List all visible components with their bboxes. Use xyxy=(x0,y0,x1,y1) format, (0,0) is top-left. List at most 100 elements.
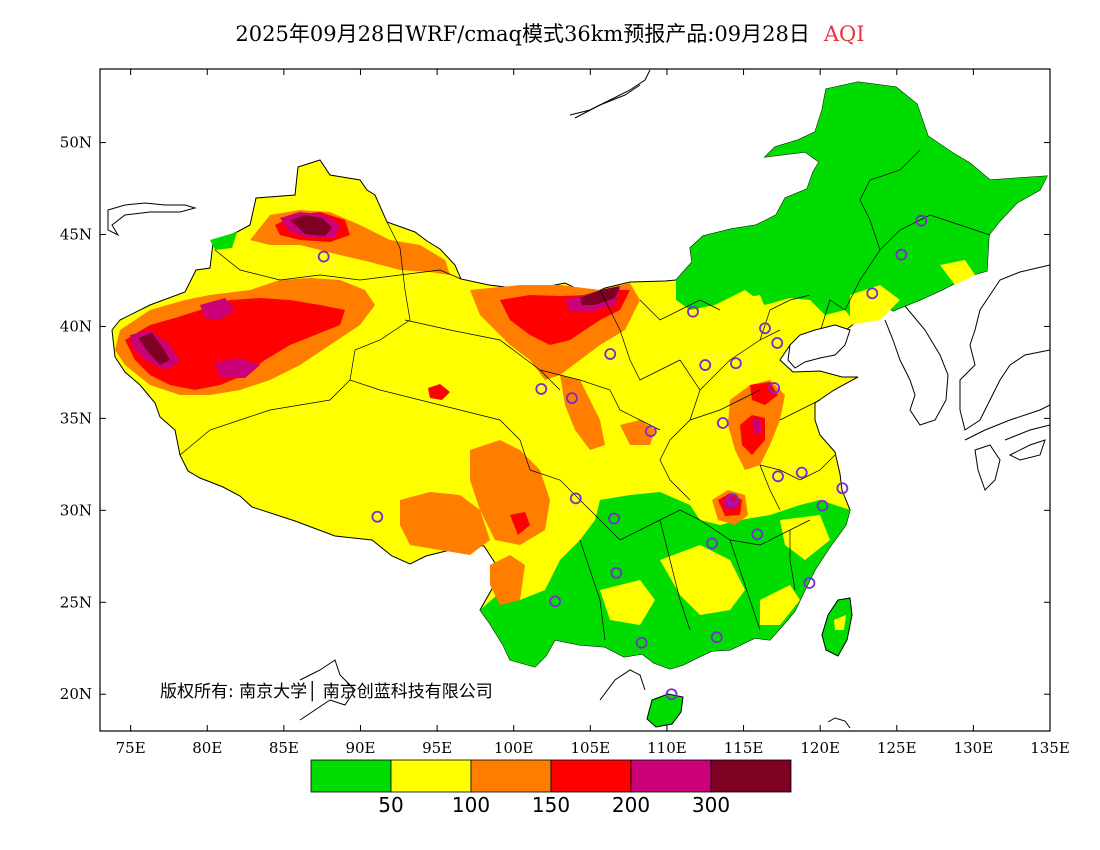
y-tick-label: 35N xyxy=(60,409,92,427)
aqi-yellow-ne-1 xyxy=(850,285,900,325)
map-title: 2025年09月28日WRF/cmaq模式36km预报产品:09月28日 AQI xyxy=(0,18,1100,48)
station-marker xyxy=(535,383,548,395)
x-tick-label: 85E xyxy=(269,739,299,757)
x-tick-label: 90E xyxy=(345,739,375,757)
colorbar-swatch xyxy=(470,759,552,793)
aqi-green-south xyxy=(480,492,850,669)
station-marker xyxy=(710,631,723,644)
x-tick-label: 105E xyxy=(571,739,611,757)
colorbar-label: 150 xyxy=(532,793,570,817)
station-marker xyxy=(751,528,764,541)
x-tick-label: 100E xyxy=(494,739,534,757)
x-tick-label: 115E xyxy=(724,739,764,757)
station-marker xyxy=(371,510,384,523)
station-marker xyxy=(795,466,808,479)
colorbar-label: 200 xyxy=(612,793,650,817)
hainan-island xyxy=(646,693,684,728)
station-marker xyxy=(610,566,623,579)
aqi-orange-tibet-south xyxy=(400,492,490,555)
aqi-orange-sichuan xyxy=(490,555,525,605)
station-marker xyxy=(608,512,620,525)
map-content xyxy=(100,69,1050,731)
aqi-maroon-junggar xyxy=(290,215,332,236)
station-marker xyxy=(687,305,699,318)
colorbar-swatch xyxy=(390,759,472,793)
aqi-purple-henan xyxy=(752,418,762,434)
y-tick-label: 50N xyxy=(60,134,92,152)
y-tick-label: 30N xyxy=(60,501,92,519)
colorbar-label: 50 xyxy=(378,793,403,817)
station-marker xyxy=(895,248,908,261)
x-tick-label: 135E xyxy=(1030,739,1070,757)
aqi-red-tarim xyxy=(125,298,345,390)
colorbar-swatch xyxy=(630,759,712,793)
y-tick-label: 45N xyxy=(60,226,92,244)
aqi-purple-tarim-3 xyxy=(215,358,260,378)
aqi-yellow-ne-3 xyxy=(730,295,770,325)
title-variable: AQI xyxy=(823,22,865,46)
station-markers xyxy=(317,214,928,701)
taiwan-south xyxy=(834,615,846,630)
y-tick-label: 40N xyxy=(60,317,92,335)
x-tick-label: 110E xyxy=(647,739,687,757)
y-axis: 20N 25N 30N 35N 40N 45N 50N xyxy=(60,134,1050,703)
station-marker xyxy=(317,250,330,263)
station-marker xyxy=(699,359,712,371)
aqi-yellow-south-3 xyxy=(600,580,655,625)
colorbar: 50 100 150 200 300 xyxy=(310,759,792,817)
station-marker xyxy=(729,357,742,370)
colorbar-swatch xyxy=(710,759,792,793)
station-marker xyxy=(604,348,617,360)
aqi-red-sichuan xyxy=(510,512,530,535)
y-tick-label: 25N xyxy=(60,593,92,611)
map-frame xyxy=(99,68,1051,732)
station-marker xyxy=(726,493,739,506)
aqi-yellow-south-1 xyxy=(660,545,745,615)
aqi-yellow-south-4 xyxy=(780,515,830,560)
aqi-purple-tarim-2 xyxy=(200,298,235,320)
station-marker xyxy=(644,425,657,438)
station-marker xyxy=(772,470,784,483)
aqi-red-shandong xyxy=(750,382,778,405)
station-marker xyxy=(803,577,816,589)
x-tick-label: 75E xyxy=(116,739,146,757)
aqi-yellow-ne-2 xyxy=(940,260,975,285)
y-tick-label: 20N xyxy=(60,685,92,703)
bohai-coast xyxy=(787,324,851,369)
x-tick-label: 80E xyxy=(192,739,222,757)
station-marker xyxy=(866,287,879,300)
station-marker xyxy=(665,688,678,701)
aqi-red-qaidam xyxy=(428,384,450,400)
station-marker xyxy=(635,636,648,649)
station-marker xyxy=(836,482,849,495)
station-marker xyxy=(759,322,771,335)
aqi-green-tibet-edge xyxy=(210,232,237,250)
aqi-yellow-south-2 xyxy=(760,585,800,625)
station-marker xyxy=(569,492,582,505)
station-marker xyxy=(549,595,561,608)
station-marker xyxy=(816,499,829,512)
station-marker xyxy=(771,337,784,349)
copyright-text: 版权所有: 南京大学│ 南京创蓝科技有限公司 xyxy=(160,681,493,702)
x-tick-label: 125E xyxy=(877,739,917,757)
colorbar-label: 300 xyxy=(692,793,730,817)
colorbar-label: 100 xyxy=(452,793,490,817)
neighbor-coastlines xyxy=(107,69,1050,729)
station-marker xyxy=(716,417,729,429)
station-marker xyxy=(566,392,578,405)
x-axis: 75E 80E 85E 90E 95E 100E 105E 110E 115E 120E 125E 1… xyxy=(116,69,1070,757)
colorbar-swatch xyxy=(550,759,632,793)
x-tick-label: 95E xyxy=(422,739,452,757)
aqi-maroon-alxa xyxy=(580,286,620,305)
aqi-maroon-tarim xyxy=(138,333,170,365)
x-tick-label: 130E xyxy=(954,739,994,757)
title-text: 2025年09月28日WRF/cmaq模式36km预报产品:09月28日 xyxy=(235,22,810,46)
colorbar-swatch xyxy=(310,759,392,793)
aqi-orange-qaidam xyxy=(470,440,550,545)
province-borders xyxy=(179,149,991,641)
station-marker xyxy=(768,382,781,394)
aqi-orange-shaanxi xyxy=(620,420,655,445)
station-marker xyxy=(915,214,928,227)
x-tick-label: 120E xyxy=(800,739,840,757)
